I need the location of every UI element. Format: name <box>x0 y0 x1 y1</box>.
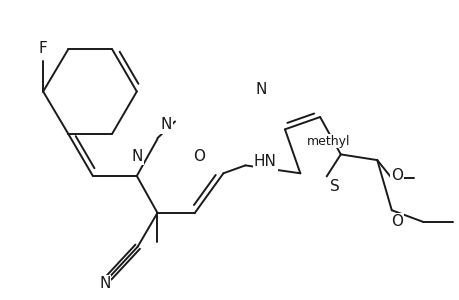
Text: N: N <box>255 82 267 97</box>
Text: HN: HN <box>253 154 276 169</box>
Text: N: N <box>131 149 142 164</box>
Text: O: O <box>193 149 205 164</box>
Text: S: S <box>329 179 339 194</box>
Text: O: O <box>390 168 402 183</box>
Text: N: N <box>99 276 110 291</box>
Text: O: O <box>390 214 402 229</box>
Text: N: N <box>160 117 172 132</box>
Text: F: F <box>39 41 47 56</box>
Text: methyl: methyl <box>307 135 350 148</box>
